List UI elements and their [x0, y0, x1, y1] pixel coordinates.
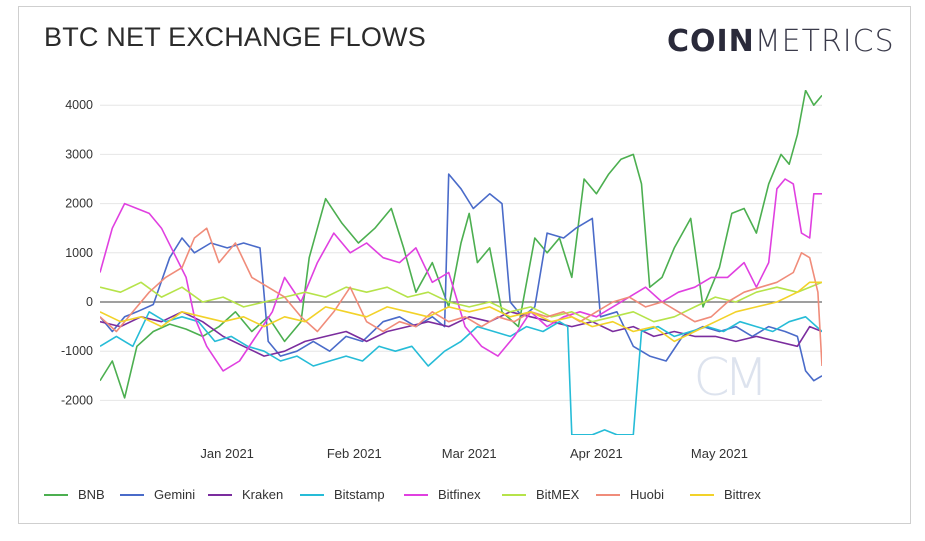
brand-logo-light: METRICS	[754, 24, 895, 59]
brand-logo: COINMETRICS	[667, 24, 895, 59]
y-tick-label: 3000	[65, 147, 93, 161]
legend-label: BNB	[78, 487, 105, 502]
watermark-monogram: CM	[693, 348, 762, 408]
brand-logo-bold: COIN	[667, 24, 755, 59]
series-line-bnb	[100, 90, 822, 399]
y-tick-label: 0	[86, 295, 93, 309]
y-tick-label: 1000	[65, 246, 93, 260]
series-line-huobi	[100, 227, 822, 367]
y-tick-label: 4000	[65, 98, 93, 112]
series-line-kraken	[100, 310, 822, 357]
x-tick-label: May 2021	[691, 446, 748, 461]
legend-label: Huobi	[630, 487, 664, 502]
legend-label: Gemini	[154, 487, 196, 502]
series-line-bitmex	[100, 281, 822, 323]
legend-swatch	[120, 493, 144, 496]
x-tick-label: Apr 2021	[570, 446, 623, 461]
legend-label: Kraken	[242, 487, 284, 502]
legend-swatch	[300, 493, 324, 496]
y-tick-label: -2000	[61, 393, 93, 407]
legend-swatch	[404, 493, 428, 496]
legend-item-bitstamp[interactable]: Bitstamp	[300, 487, 385, 502]
x-tick-label: Mar 2021	[442, 446, 497, 461]
series-line-bittrex	[100, 281, 822, 343]
y-tick-label: -1000	[61, 344, 93, 358]
x-tick-label: Feb 2021	[327, 446, 382, 461]
series-line-bitstamp	[100, 310, 822, 435]
legend-label: BitMEX	[536, 487, 580, 502]
legend-swatch	[596, 493, 620, 496]
legend-swatch	[502, 493, 526, 496]
legend-item-bitmex[interactable]: BitMEX	[502, 487, 579, 502]
legend-swatch	[208, 493, 232, 496]
series-line-bitfinex	[100, 178, 822, 372]
legend-swatch	[44, 493, 68, 496]
legend-swatch	[690, 493, 714, 496]
legend-item-bitfinex[interactable]: Bitfinex	[404, 487, 481, 502]
legend-item-kraken[interactable]: Kraken	[208, 487, 283, 502]
legend-label: Bittrex	[724, 487, 761, 502]
legend-item-huobi[interactable]: Huobi	[596, 487, 664, 502]
x-tick-label: Jan 2021	[200, 446, 254, 461]
legend-item-gemini[interactable]: Gemini	[120, 487, 195, 502]
chart-title: BTC NET EXCHANGE FLOWS	[44, 22, 426, 52]
legend-item-bnb[interactable]: BNB	[44, 487, 105, 502]
series-line-gemini	[100, 173, 822, 382]
legend-item-bittrex[interactable]: Bittrex	[690, 487, 761, 502]
series-group	[100, 90, 822, 435]
legend-label: Bitstamp	[334, 487, 385, 502]
legend-label: Bitfinex	[438, 487, 481, 502]
y-tick-label: 2000	[65, 197, 93, 211]
